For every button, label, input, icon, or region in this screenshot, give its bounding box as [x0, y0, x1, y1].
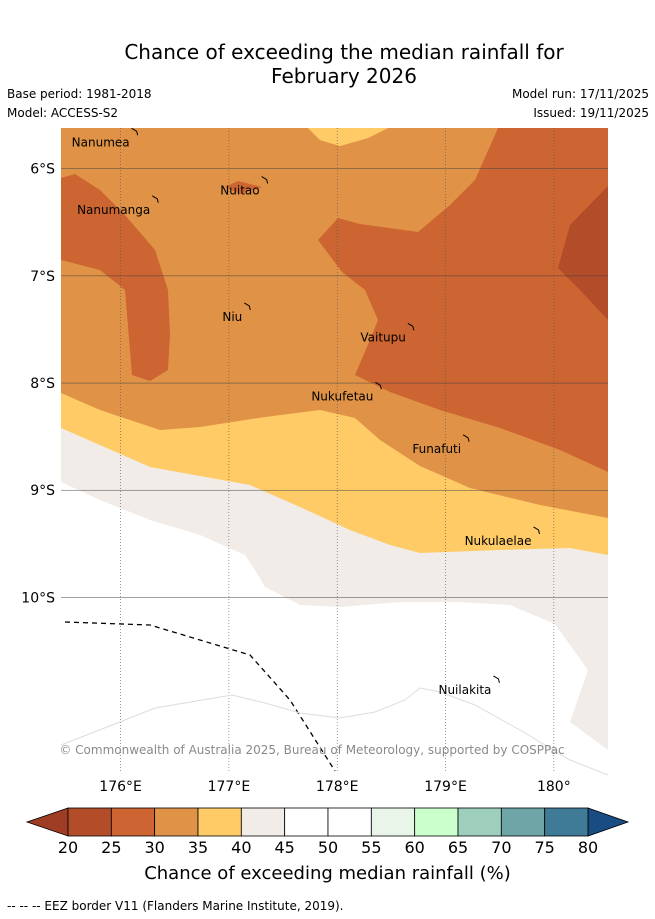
band-35-40-north: [308, 128, 388, 146]
base-period: Base period: 1981-2018: [7, 87, 152, 101]
island-marker: [407, 322, 415, 331]
copyright-credit: © Commonwealth of Australia 2025, Bureau…: [59, 743, 564, 757]
contour-line-faint: [60, 687, 609, 776]
colorbar-tick-label: 30: [144, 838, 164, 857]
island-marker: [462, 434, 470, 442]
island-marker: [131, 127, 139, 136]
lat-tick-label: 8°S: [30, 376, 55, 392]
lat-tick-label: 10°S: [21, 590, 55, 606]
colorbar-tick-label: 55: [361, 838, 381, 857]
island-marker: [533, 526, 540, 535]
model-name: Model: ACCESS-S2: [7, 106, 119, 120]
band-25-30-east: [318, 128, 608, 472]
island-marker: [493, 675, 500, 684]
lon-tick-label: 177°E: [208, 779, 251, 795]
colorbar-label: Chance of exceeding median rainfall (%): [144, 863, 511, 884]
colorbar-tick-label: 80: [578, 838, 598, 857]
colorbar-segment: [197, 807, 242, 837]
rainfall-field: [61, 128, 608, 771]
eez-legend: -- -- -- EEZ border V11 (Flanders Marine…: [7, 899, 344, 913]
lon-tick-label: 176°E: [99, 779, 142, 795]
colorbar: [25, 807, 630, 837]
lon-tick-label: 179°E: [424, 779, 467, 795]
place-label: Nuilakita: [438, 683, 491, 697]
place-label: Nukulaelae: [465, 534, 532, 548]
map-title-line2: February 2026: [271, 64, 417, 88]
colorbar-tick-label: 50: [318, 838, 338, 857]
island-markers: [131, 127, 540, 684]
band-20-25-east: [558, 186, 608, 320]
colorbar-segment: [67, 807, 112, 837]
colorbar-tick-label: 65: [448, 838, 468, 857]
place-label: Nanumanga: [77, 203, 150, 217]
colorbar-tick-label: 75: [534, 838, 554, 857]
band-25-30-blob: [225, 181, 262, 194]
colorbar-tick-label: 20: [58, 838, 78, 857]
colorbar-segment: [457, 807, 502, 837]
place-label: Funafuti: [412, 442, 461, 456]
island-marker: [261, 176, 269, 184]
place-label: Niu: [222, 310, 242, 324]
lat-tick-labels: 6°S 7°S 8°S 9°S 10°S: [21, 162, 55, 607]
island-marker: [151, 195, 159, 203]
island-marker: [244, 302, 251, 311]
colorbar-segment: [370, 807, 416, 837]
colorbar-tick-labels: 20 25 30 35 40 45 50 55 60 65 70 75 80: [58, 838, 598, 857]
island-marker: [375, 381, 382, 390]
issued-date: Issued: 19/11/2025: [533, 106, 649, 120]
lon-tick-label: 180°: [537, 779, 571, 795]
colorbar-segment: [284, 807, 329, 837]
grid-lines: [61, 128, 608, 771]
colorbar-segment: [414, 807, 459, 837]
colorbar-segment: [110, 807, 156, 837]
lon-tick-label: 178°E: [316, 779, 359, 795]
colorbar-tick-label: 45: [274, 838, 294, 857]
colorbar-over-arrow: [587, 807, 630, 837]
colorbar-tick-label: 25: [101, 838, 121, 857]
place-label: Nukufetau: [311, 389, 373, 403]
place-label: Vaitupu: [360, 330, 406, 344]
lat-tick-label: 6°S: [30, 162, 55, 178]
map-title: Chance of exceeding the median rainfall …: [0, 40, 655, 88]
colorbar-segment: [154, 807, 199, 837]
place-label: Nanumea: [72, 135, 130, 149]
colorbar-under-arrow: [25, 807, 69, 837]
colorbar-segment: [240, 807, 286, 837]
map-title-line1: Chance of exceeding the median rainfall …: [124, 40, 564, 64]
place-labels: Nanumea Nuitao Nanumanga Niu Vaitupu Nukufeta…: [72, 135, 532, 697]
lat-tick-label: 7°S: [30, 269, 55, 285]
band-25-30-west: [61, 174, 170, 381]
colorbar-tick-label: 40: [231, 838, 251, 857]
lon-tick-labels: 176°E 177°E 178°E 179°E 180°: [99, 779, 570, 795]
colorbar-segment: [327, 807, 372, 837]
place-label: Nuitao: [220, 184, 259, 198]
colorbar-tick-label: 60: [404, 838, 424, 857]
colorbar-tick-label: 70: [491, 838, 511, 857]
model-run: Model run: 17/11/2025: [511, 87, 649, 101]
colorbar-segment: [500, 807, 546, 837]
colorbar-segment: [544, 807, 589, 837]
lat-tick-label: 9°S: [30, 483, 55, 499]
eez-border: [60, 621, 609, 776]
colorbar-tick-label: 35: [188, 838, 208, 857]
